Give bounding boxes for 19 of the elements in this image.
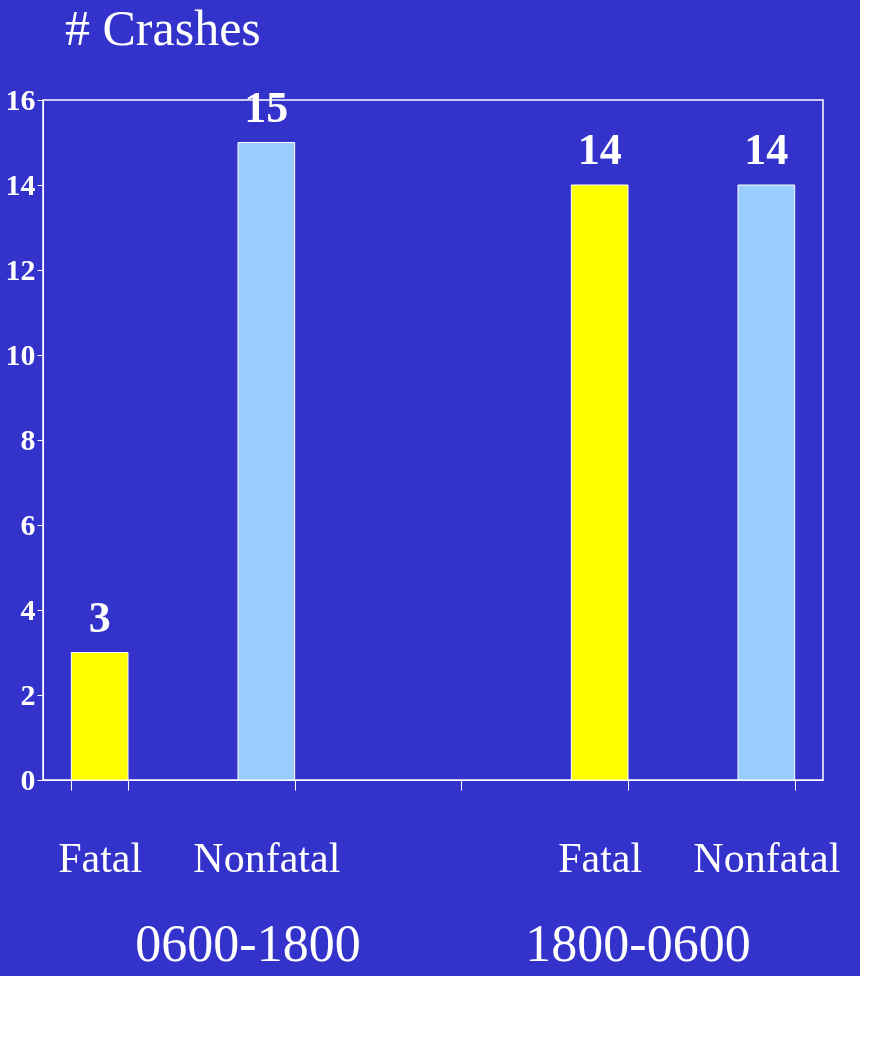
- y-tick-label: 2: [20, 677, 36, 711]
- y-tick-label: 8: [20, 422, 36, 456]
- y-tick-label: 0: [20, 762, 36, 796]
- y-tick-label: 16: [5, 82, 36, 116]
- y-tick-label: 12: [5, 252, 36, 286]
- text: 0600-1800: [135, 915, 361, 972]
- text: 1800-0600: [525, 915, 751, 972]
- data-label: 3: [88, 592, 111, 642]
- y-tick-label: 10: [5, 337, 36, 371]
- x-tick-label: Nonfatal: [193, 834, 341, 881]
- x-tick-label: Fatal: [58, 834, 143, 881]
- x-tick-label: Fatal: [558, 834, 643, 881]
- y-tick-label: 4: [20, 592, 36, 626]
- y-tick-label: 14: [5, 167, 36, 201]
- data-label: 14: [577, 125, 622, 174]
- chart-title: # Crashes: [65, 0, 261, 56]
- x-tick-label: Nonfatal: [693, 834, 841, 881]
- y-tick-label: 6: [20, 507, 36, 541]
- data-label: 14: [744, 125, 789, 174]
